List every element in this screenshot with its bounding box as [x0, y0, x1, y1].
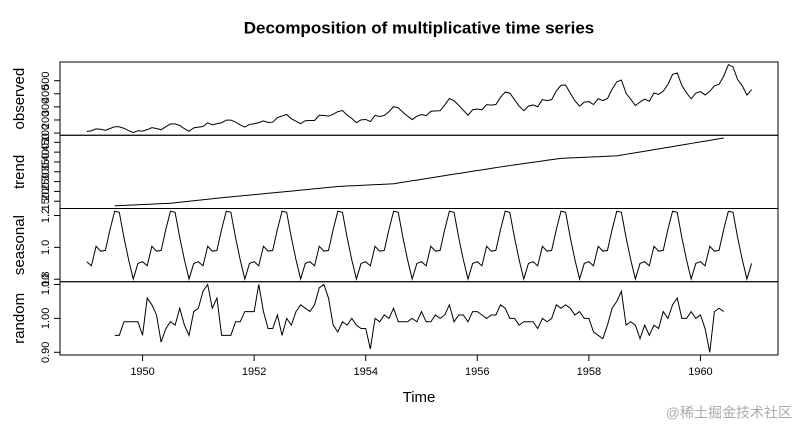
y-tick-label: 200: [40, 111, 52, 129]
y-tick-label: 1.0: [40, 240, 52, 255]
x-tick-label: 1960: [688, 366, 712, 378]
x-tick-label: 1950: [130, 366, 154, 378]
series-line: [114, 137, 724, 207]
y-axis-label: seasonal: [11, 215, 28, 275]
y-axis-label: trend: [11, 155, 28, 189]
series-line: [86, 64, 752, 134]
y-tick-label: 150: [40, 192, 52, 210]
x-tick-label: 1958: [577, 366, 601, 378]
chart-title: Decomposition of multiplicative time ser…: [244, 18, 594, 37]
x-tick-label: 1954: [353, 366, 377, 378]
panel-frame: [59, 281, 779, 356]
watermark: @稀土掘金技术社区: [666, 405, 792, 421]
y-tick-label: 200: [40, 182, 52, 200]
x-tick-label: 1952: [242, 366, 266, 378]
panel-frame: [59, 61, 779, 136]
y-tick-label: 300: [40, 98, 52, 116]
y-tick-label: 400: [40, 85, 52, 103]
y-tick-label: 0.8: [40, 272, 52, 287]
y-tick-label: 350: [40, 153, 52, 171]
y-tick-label: 1.10: [40, 274, 52, 295]
y-axis-label: random: [11, 293, 28, 344]
panel-frame: [59, 134, 779, 209]
series-line: [86, 210, 753, 281]
y-axis-label: observed: [11, 68, 28, 130]
y-tick-label: 0.90: [40, 342, 52, 363]
y-tick-label: 100: [40, 124, 52, 142]
y-tick-label: 250: [40, 172, 52, 190]
y-tick-label: 400: [40, 143, 52, 161]
y-tick-label: 450: [40, 133, 52, 151]
y-tick-label: 500: [40, 72, 52, 90]
x-axis-label: Time: [403, 389, 436, 406]
y-tick-label: 1.2: [40, 208, 52, 223]
y-tick-label: 300: [40, 163, 52, 181]
y-tick-label: 1.00: [40, 308, 52, 329]
series-line: [114, 283, 725, 353]
x-tick-label: 1956: [465, 366, 489, 378]
